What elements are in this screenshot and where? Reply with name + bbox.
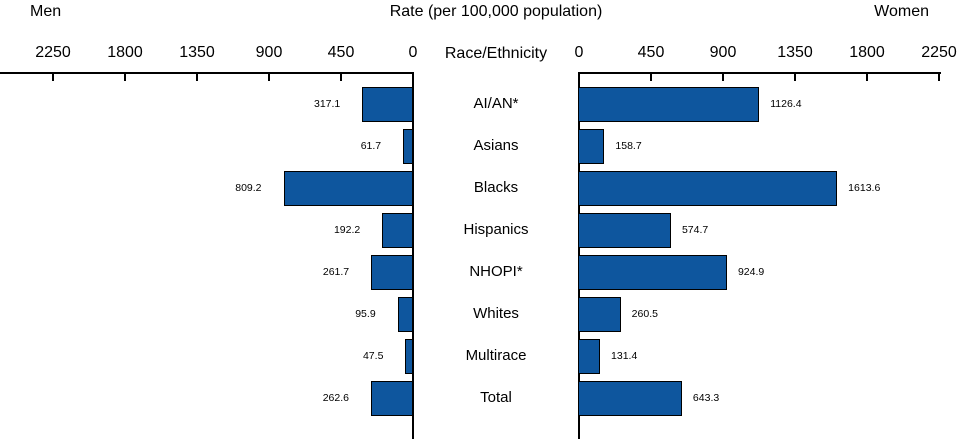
women-series-header: Women	[874, 3, 929, 20]
men-axis-tick-label: 1350	[179, 44, 215, 61]
men-value-label: 262.6	[322, 392, 349, 404]
chart-title: Rate (per 100,000 population)	[389, 3, 603, 20]
women-axis-tick	[650, 74, 652, 81]
category-label: Blacks	[473, 179, 519, 196]
women-value-label: 643.3	[692, 392, 720, 404]
men-value-label: 192.2	[333, 224, 361, 236]
men-value-label: 261.7	[322, 266, 350, 278]
category-label: Total	[480, 389, 512, 406]
men-axis-tick-label: 1800	[107, 44, 143, 61]
men-axis-tick	[268, 74, 270, 81]
men-bar	[371, 254, 413, 290]
race-ethnicity-axis-label: Race/Ethnicity	[444, 45, 548, 62]
women-axis-tick-label: 0	[574, 44, 584, 61]
women-axis-line	[578, 72, 941, 74]
women-value-label: 1126.4	[770, 98, 802, 110]
women-bar	[578, 170, 838, 206]
category-label: AI/AN*	[473, 95, 519, 112]
men-axis-tick-label: 0	[408, 44, 418, 61]
women-value-label: 260.5	[631, 308, 658, 320]
men-bar	[370, 380, 413, 416]
women-bar	[578, 128, 605, 164]
category-label: NHOPI*	[469, 263, 523, 280]
men-series-header: Men	[30, 3, 62, 20]
men-zero-baseline	[412, 72, 414, 439]
men-value-label: 317.1	[313, 98, 341, 110]
women-axis-tick-label: 450	[637, 44, 665, 61]
men-value-label: 809.2	[235, 182, 262, 194]
men-bar	[403, 128, 413, 164]
men-bar	[405, 338, 413, 374]
men-axis-tick	[340, 74, 342, 81]
men-bar	[382, 212, 413, 248]
women-value-label: 924.9	[737, 266, 765, 278]
men-axis-tick	[196, 74, 198, 81]
men-axis-tick	[124, 74, 126, 81]
category-label: Asians	[473, 137, 519, 154]
men-value-label: 61.7	[360, 140, 382, 152]
women-axis-tick	[578, 74, 580, 81]
women-axis-tick-label: 1350	[777, 44, 813, 61]
men-bar	[283, 170, 413, 206]
men-axis-tick	[412, 74, 414, 81]
men-bar	[397, 296, 413, 332]
women-value-label: 1613.6	[848, 182, 881, 194]
men-axis-tick	[52, 74, 54, 81]
women-bar	[578, 212, 671, 248]
women-axis-tick	[866, 74, 868, 81]
women-axis-tick-label: 2250	[921, 44, 957, 61]
men-axis-line	[0, 72, 414, 74]
women-axis-tick-label: 900	[709, 44, 737, 61]
women-bar	[578, 86, 760, 122]
women-axis-tick-label: 1800	[849, 44, 885, 61]
men-value-label: 95.9	[355, 308, 376, 320]
men-axis-tick-label: 900	[255, 44, 283, 61]
category-label: Whites	[473, 305, 519, 322]
men-axis-tick-label: 2250	[35, 44, 71, 61]
men-value-label: 47.5	[362, 350, 384, 362]
women-bar	[578, 296, 621, 332]
women-value-label: 131.4	[611, 350, 638, 362]
women-bar	[578, 338, 601, 374]
men-axis-tick-label: 450	[327, 44, 355, 61]
women-bar	[578, 380, 682, 416]
women-axis-tick	[722, 74, 724, 81]
women-value-label: 158.7	[615, 140, 642, 152]
women-axis-tick	[794, 74, 796, 81]
category-label: Multirace	[465, 347, 527, 364]
women-axis-tick	[938, 74, 940, 81]
category-label: Hispanics	[463, 221, 529, 238]
women-value-label: 574.7	[681, 224, 709, 236]
women-bar	[578, 254, 727, 290]
men-bar	[362, 86, 413, 122]
